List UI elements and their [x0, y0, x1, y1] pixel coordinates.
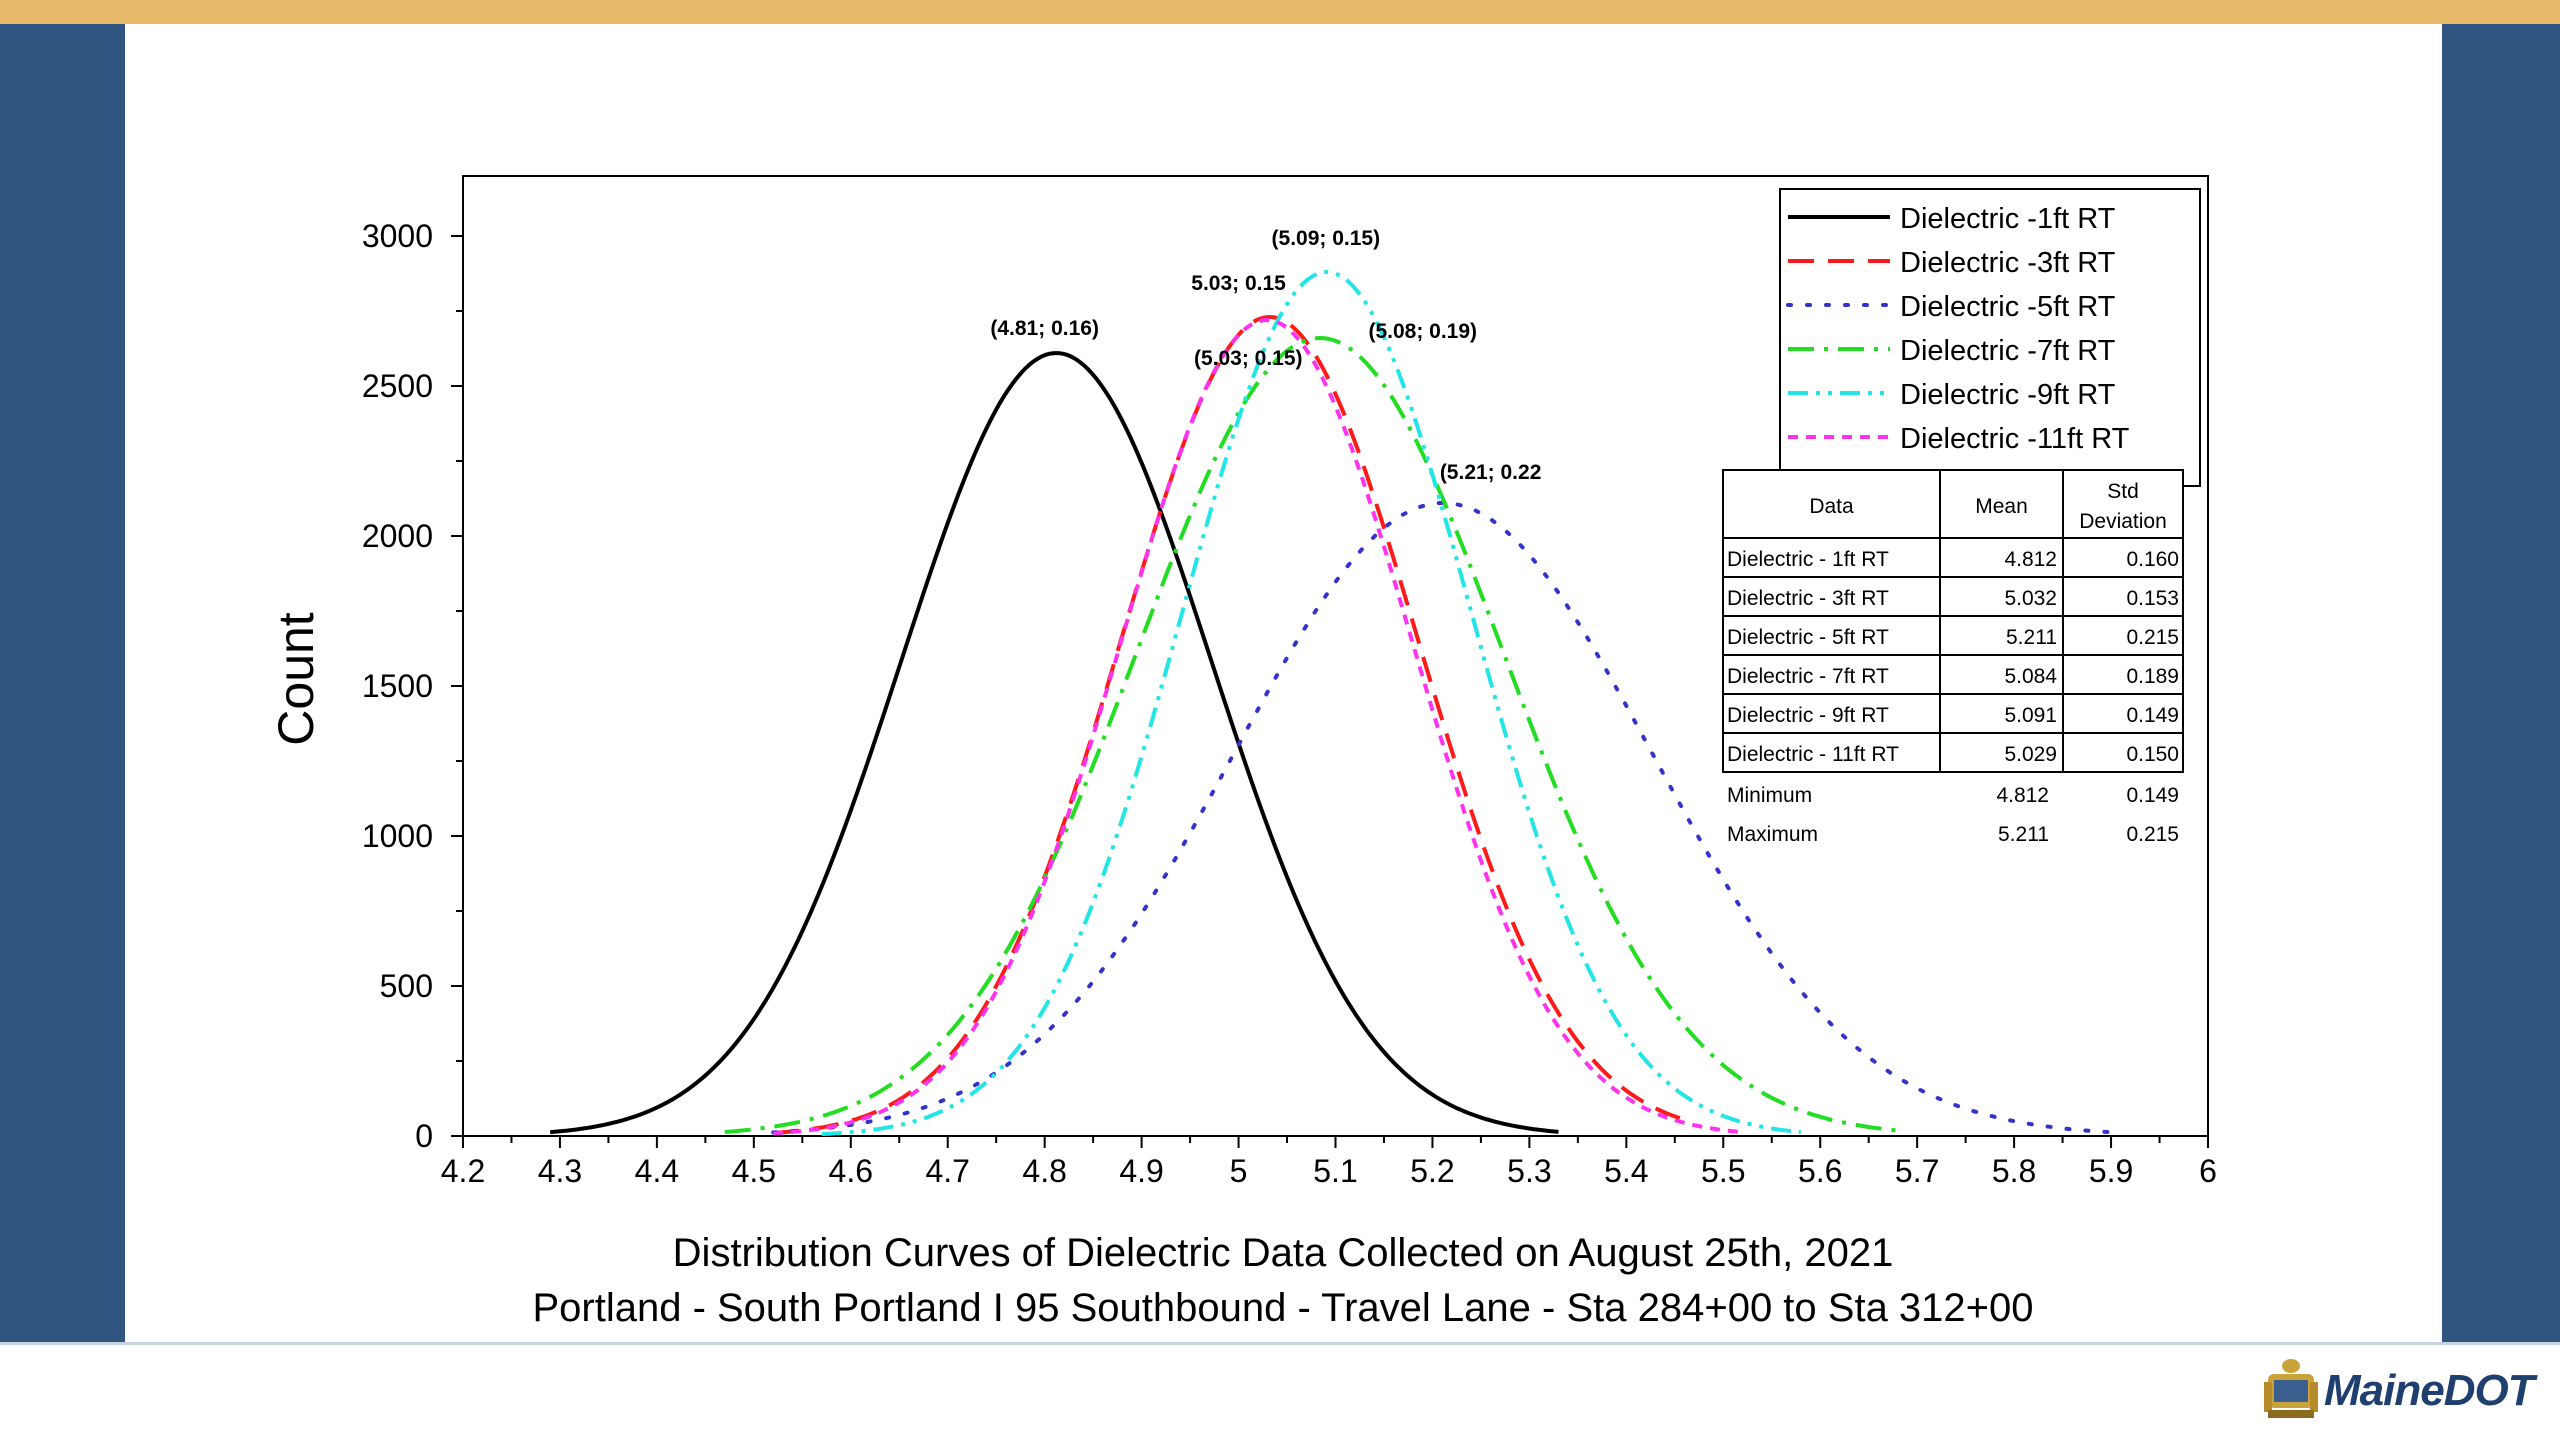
table-cell-name: Dielectric - 7ft RT	[1727, 665, 1889, 688]
distribution-chart: 4.2 4.3 4.4 4.5 4.6 4.7 4.8 4.9 5 5.1 5.2 5.3 5.4 5.5…	[268, 175, 2217, 1330]
table-cell-mean: 5.029	[2004, 743, 2057, 766]
legend-label-0: Dielectric -1ft RT	[1900, 203, 2116, 235]
y-tick-label: 1500	[362, 668, 433, 704]
peak-annotation: (5.21; 0.22	[1440, 461, 1542, 484]
table-cell-name: Dielectric - 9ft RT	[1727, 704, 1889, 727]
curve-series-3	[724, 335, 1899, 1134]
curve-series-1	[773, 314, 1686, 1135]
legend-label-5: Dielectric -11ft RT	[1900, 423, 2130, 455]
legend-label-2: Dielectric -5ft RT	[1900, 291, 2116, 323]
x-tick-label: 5.8	[1992, 1153, 2036, 1189]
bottom-divider	[0, 1342, 2560, 1345]
x-tick-label: 5.1	[1313, 1153, 1357, 1189]
curve-series-4	[821, 269, 1801, 1137]
table-frame	[1722, 469, 2184, 773]
table-cell-std: 0.150	[2126, 743, 2179, 766]
x-tick-label: 5.4	[1604, 1153, 1648, 1189]
table-cell-mean: 5.032	[2004, 587, 2057, 610]
curve-series-0	[550, 351, 1559, 1135]
table-summary-mean: 5.211	[1998, 823, 2049, 846]
table-cell-name: Dielectric - 11ft RT	[1727, 743, 1899, 766]
y-tick-label: 2000	[362, 518, 433, 554]
peak-annotation: (4.81; 0.16)	[990, 317, 1099, 340]
table-cell-mean: 5.084	[2004, 665, 2057, 688]
x-tick-label: 5	[1230, 1153, 1248, 1189]
table-header-std-line2: Deviation	[2079, 510, 2167, 533]
table-summary-mean: 4.812	[1996, 784, 2049, 807]
right-side-panel	[2442, 24, 2560, 1342]
x-tick-label: 5.5	[1701, 1153, 1745, 1189]
left-side-panel	[0, 24, 125, 1342]
logo-text: MaineDOT	[2324, 1366, 2535, 1415]
peak-annotation: (5.08; 0.19)	[1368, 320, 1477, 343]
y-tick-label: 0	[415, 1118, 433, 1154]
table-cell-std: 0.149	[2126, 704, 2179, 727]
x-tick-label: 4.7	[925, 1153, 969, 1189]
x-tick-label: 4.8	[1022, 1153, 1066, 1189]
table-cell-std: 0.189	[2126, 665, 2179, 688]
table-header-std-line1: Std	[2107, 480, 2139, 503]
y-axis-label: Count	[268, 612, 324, 746]
slide-canvas: 4.2 4.3 4.4 4.5 4.6 4.7 4.8 4.9 5 5.1 5.2 5.3 5.4 5.5…	[125, 24, 2442, 1342]
curve-series-2	[771, 500, 2114, 1135]
curves-layer	[550, 269, 2114, 1137]
table-cell-mean: 5.091	[2004, 704, 2057, 727]
x-tick-label: 4.4	[635, 1153, 679, 1189]
table-cell-std: 0.153	[2126, 587, 2179, 610]
table-header-std: Std Deviation	[2079, 480, 2167, 533]
x-tick-label: 4.2	[441, 1153, 485, 1189]
table-header-mean: Mean	[1975, 495, 2028, 518]
y-tick-label: 3000	[362, 218, 433, 254]
legend-label-1: Dielectric -3ft RT	[1900, 247, 2116, 279]
table-cell-name: Dielectric - 3ft RT	[1727, 587, 1889, 610]
table-cell-mean: 5.211	[2006, 626, 2057, 649]
top-accent-bar	[0, 0, 2560, 24]
y-tick-label: 500	[380, 968, 433, 1004]
table-header-data: Data	[1809, 495, 1854, 518]
x-tick-label: 5.6	[1798, 1153, 1842, 1189]
stats-table: Data Mean Std Deviation Dielectric - 1ft RT 4…	[1722, 469, 2184, 846]
table-cell-std: 0.215	[2126, 626, 2179, 649]
x-tick-label: 4.6	[829, 1153, 873, 1189]
legend-label-4: Dielectric -9ft RT	[1900, 379, 2116, 411]
maine-seal-icon	[2264, 1359, 2318, 1418]
chart-caption-line-2: Portland - South Portland I 95 Southboun…	[532, 1286, 2033, 1330]
table-summary-label: Minimum	[1727, 784, 1812, 807]
curve-series-5	[773, 317, 1743, 1136]
x-tick-label: 4.3	[538, 1153, 582, 1189]
x-tick-label: 5.3	[1507, 1153, 1551, 1189]
peak-annotation: (5.03; 0.15)	[1194, 347, 1303, 370]
table-cell-name: Dielectric - 1ft RT	[1727, 548, 1889, 571]
table-summary-label: Maximum	[1727, 823, 1818, 846]
peak-annotation: (5.09; 0.15)	[1272, 227, 1381, 250]
y-tick-label: 1000	[362, 818, 433, 854]
x-tick-label: 4.9	[1119, 1153, 1163, 1189]
maine-dot-logo: MaineDOT	[2262, 1350, 2542, 1430]
y-tick-label: 2500	[362, 368, 433, 404]
annotations-layer: (4.81; 0.16) 5.03; 0.15 (5.09; 0.15) (5.08;…	[990, 227, 1541, 484]
x-tick-label: 5.9	[2089, 1153, 2133, 1189]
legend-label-3: Dielectric -7ft RT	[1900, 335, 2116, 367]
x-tick-label: 5.7	[1895, 1153, 1939, 1189]
table-cell-mean: 4.812	[2004, 548, 2057, 571]
axes-layer: 4.2 4.3 4.4 4.5 4.6 4.7 4.8 4.9 5 5.1 5.2 5.3 5.4 5.5…	[362, 175, 2217, 1189]
legend: Dielectric -1ft RT Dielectric -3ft RT Diel…	[1779, 188, 2201, 487]
table-cell-std: 0.160	[2126, 548, 2179, 571]
x-tick-label: 6	[2199, 1153, 2217, 1189]
peak-annotation: 5.03; 0.15	[1191, 272, 1286, 295]
x-tick-label: 4.5	[732, 1153, 776, 1189]
chart-caption-line-1: Distribution Curves of Dielectric Data C…	[673, 1231, 1894, 1275]
table-cell-name: Dielectric - 5ft RT	[1727, 626, 1889, 649]
x-tick-label: 5.2	[1410, 1153, 1454, 1189]
table-summary-std: 0.215	[2126, 823, 2179, 846]
table-summary-std: 0.149	[2126, 784, 2179, 807]
